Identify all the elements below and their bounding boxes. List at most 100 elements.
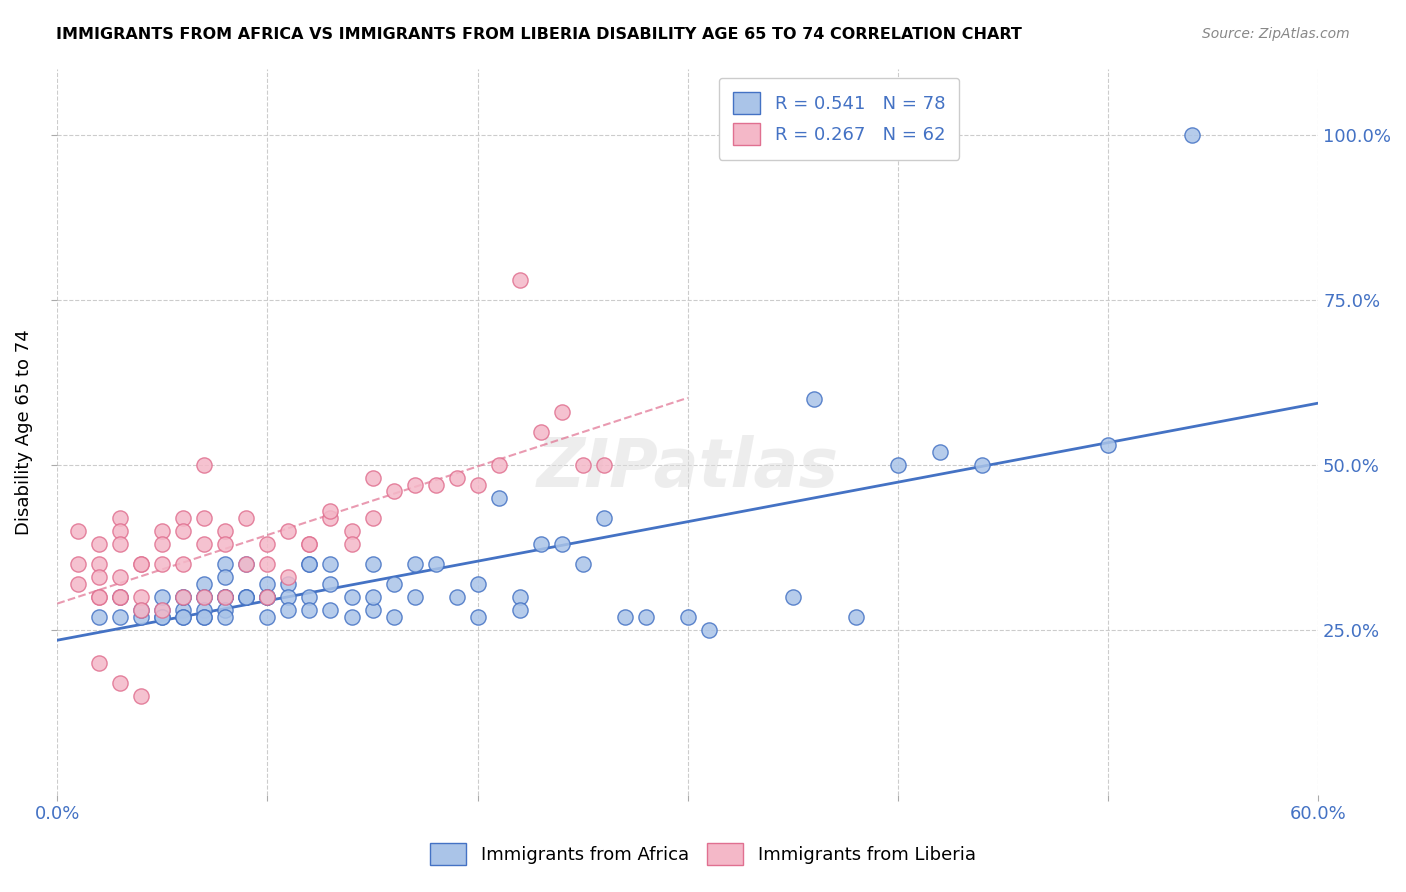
- Point: [89, 656, 111, 670]
- Point: [467, 576, 489, 591]
- Point: [193, 609, 215, 624]
- Point: [110, 537, 132, 551]
- Point: [150, 590, 173, 604]
- Point: [172, 590, 194, 604]
- Point: [277, 570, 299, 584]
- Point: [214, 603, 236, 617]
- Point: [361, 557, 384, 571]
- Point: [67, 524, 90, 538]
- Point: [193, 537, 215, 551]
- Point: [89, 537, 111, 551]
- Point: [446, 471, 468, 485]
- Point: [193, 609, 215, 624]
- Point: [235, 590, 257, 604]
- Point: [131, 603, 153, 617]
- Point: [404, 477, 426, 491]
- Point: [193, 510, 215, 524]
- Point: [361, 603, 384, 617]
- Point: [319, 576, 342, 591]
- Text: ZIPatlas: ZIPatlas: [537, 435, 839, 501]
- Point: [592, 510, 614, 524]
- Point: [550, 405, 572, 419]
- Point: [697, 623, 720, 637]
- Legend: R = 0.541   N = 78, R = 0.267   N = 62: R = 0.541 N = 78, R = 0.267 N = 62: [718, 78, 959, 160]
- Point: [235, 510, 257, 524]
- Point: [340, 537, 363, 551]
- Point: [193, 576, 215, 591]
- Point: [256, 590, 278, 604]
- Point: [131, 557, 153, 571]
- Point: [550, 537, 572, 551]
- Point: [425, 557, 447, 571]
- Point: [235, 590, 257, 604]
- Point: [319, 603, 342, 617]
- Point: [214, 557, 236, 571]
- Point: [467, 477, 489, 491]
- Point: [89, 590, 111, 604]
- Point: [172, 524, 194, 538]
- Point: [592, 458, 614, 472]
- Point: [235, 557, 257, 571]
- Point: [277, 576, 299, 591]
- Point: [361, 471, 384, 485]
- Point: [214, 590, 236, 604]
- Point: [277, 524, 299, 538]
- Point: [214, 590, 236, 604]
- Point: [193, 590, 215, 604]
- Point: [172, 590, 194, 604]
- Point: [382, 609, 405, 624]
- Point: [256, 537, 278, 551]
- Point: [67, 576, 90, 591]
- Point: [131, 603, 153, 617]
- Point: [235, 557, 257, 571]
- Point: [89, 570, 111, 584]
- Point: [256, 590, 278, 604]
- Point: [150, 609, 173, 624]
- Point: [110, 590, 132, 604]
- Point: [1097, 438, 1119, 452]
- Point: [634, 609, 657, 624]
- Point: [110, 590, 132, 604]
- Point: [150, 603, 173, 617]
- Point: [193, 590, 215, 604]
- Point: [530, 537, 553, 551]
- Point: [319, 510, 342, 524]
- Point: [193, 590, 215, 604]
- Point: [214, 590, 236, 604]
- Point: [214, 524, 236, 538]
- Point: [256, 576, 278, 591]
- Point: [131, 609, 153, 624]
- Point: [214, 537, 236, 551]
- Point: [446, 590, 468, 604]
- Point: [131, 557, 153, 571]
- Point: [676, 609, 699, 624]
- Point: [150, 524, 173, 538]
- Point: [319, 504, 342, 518]
- Point: [970, 458, 993, 472]
- Point: [298, 603, 321, 617]
- Point: [150, 557, 173, 571]
- Point: [298, 557, 321, 571]
- Point: [214, 609, 236, 624]
- Point: [277, 590, 299, 604]
- Point: [110, 570, 132, 584]
- Point: [298, 557, 321, 571]
- Point: [382, 576, 405, 591]
- Point: [803, 392, 825, 406]
- Legend: Immigrants from Africa, Immigrants from Liberia: Immigrants from Africa, Immigrants from …: [422, 834, 984, 874]
- Point: [509, 273, 531, 287]
- Point: [172, 557, 194, 571]
- Point: [845, 609, 868, 624]
- Point: [110, 675, 132, 690]
- Y-axis label: Disability Age 65 to 74: Disability Age 65 to 74: [15, 329, 32, 534]
- Point: [172, 603, 194, 617]
- Point: [235, 590, 257, 604]
- Point: [530, 425, 553, 439]
- Point: [277, 603, 299, 617]
- Point: [298, 537, 321, 551]
- Text: IMMIGRANTS FROM AFRICA VS IMMIGRANTS FROM LIBERIA DISABILITY AGE 65 TO 74 CORREL: IMMIGRANTS FROM AFRICA VS IMMIGRANTS FRO…: [56, 27, 1022, 42]
- Point: [425, 477, 447, 491]
- Point: [340, 524, 363, 538]
- Point: [172, 510, 194, 524]
- Point: [256, 557, 278, 571]
